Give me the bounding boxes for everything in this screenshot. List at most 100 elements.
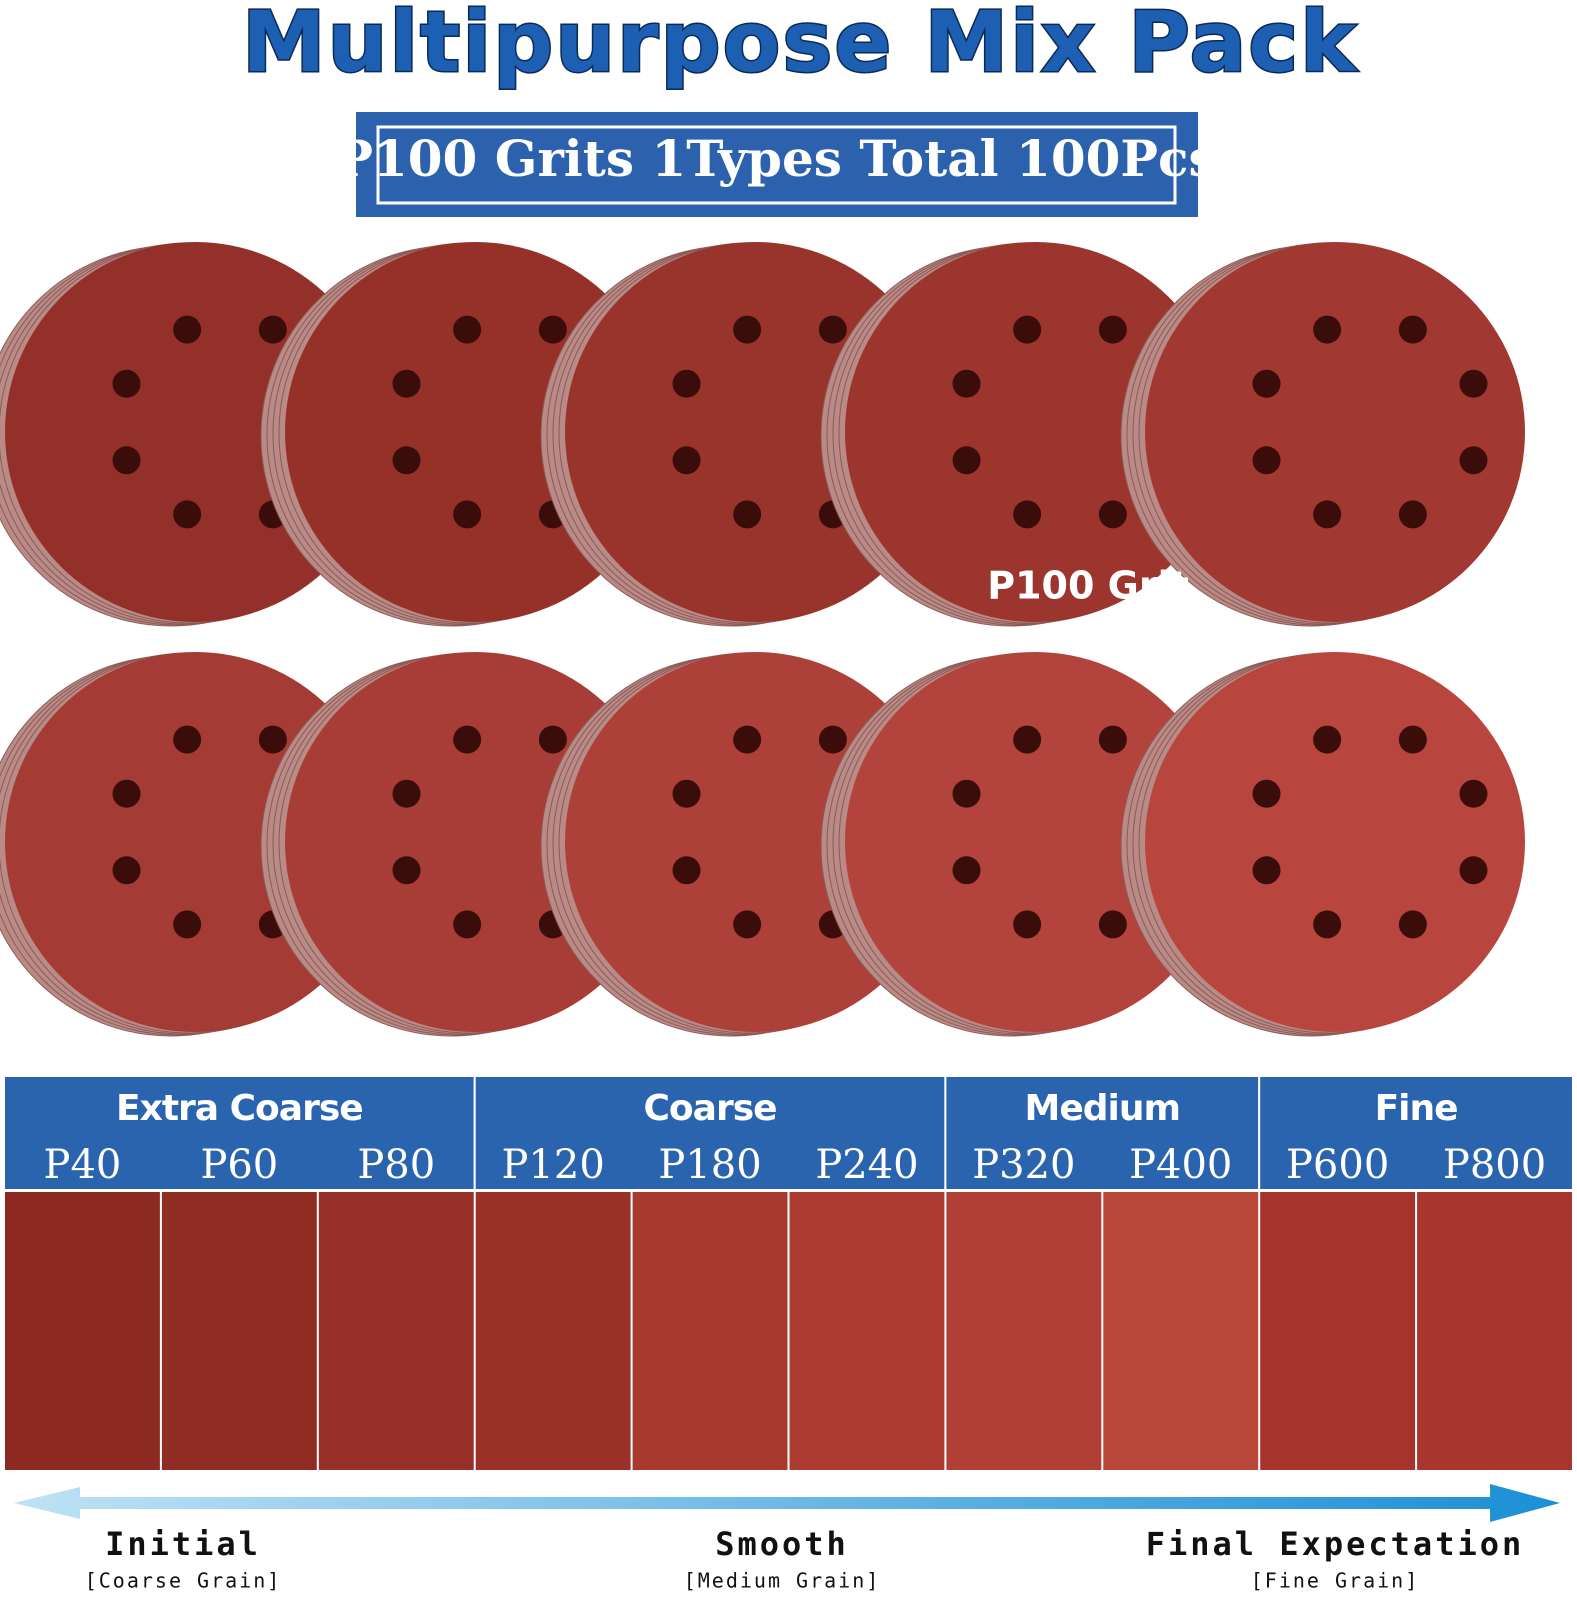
disc-hole — [1459, 856, 1488, 885]
group-name: Extra Coarse — [116, 1088, 363, 1129]
badge-text: P100 Grits 1Types Total 100Pcs — [335, 129, 1216, 188]
progress-labels: Initial [Coarse Grain] Smooth [Medium Grain… — [85, 1525, 1525, 1593]
grit-label: P240 — [815, 1142, 918, 1188]
disc-hole — [392, 856, 421, 885]
disc-hole — [1098, 315, 1127, 344]
progress-label: Smooth — [715, 1525, 849, 1563]
disc-hole — [1013, 500, 1042, 529]
group-header — [3, 1075, 476, 1191]
sanding-disc — [1120, 652, 1525, 1037]
grit-swatch — [5, 1192, 160, 1470]
disc-face — [1145, 652, 1525, 1032]
sanding-disc — [1120, 242, 1525, 627]
grit-swatch — [475, 1192, 631, 1470]
progress-label: Initial — [105, 1525, 261, 1563]
progress-note: [Fine Grain] — [1251, 1569, 1420, 1593]
disc-hole — [952, 779, 981, 808]
grit-swatch — [1417, 1192, 1572, 1470]
disc-hole — [672, 856, 701, 885]
disc-hole — [1013, 725, 1042, 754]
grit-swatch — [318, 1192, 474, 1470]
disc-hole — [1013, 315, 1042, 344]
sanding-disc — [260, 242, 665, 627]
disc-hole — [733, 725, 762, 754]
grit-label: P800 — [1443, 1142, 1546, 1188]
disc-hole — [1098, 725, 1127, 754]
disc-hole — [818, 725, 847, 754]
disc-hole — [733, 315, 762, 344]
progress-label: Final Expectation — [1146, 1525, 1525, 1563]
disc-hole — [173, 910, 202, 939]
grit-label: P120 — [502, 1142, 605, 1188]
disc-hole — [952, 446, 981, 475]
disc-hole — [453, 500, 482, 529]
disc-hole — [173, 315, 202, 344]
group-name: Medium — [1025, 1088, 1181, 1129]
disc-grid — [0, 242, 1525, 1037]
grit-swatch — [946, 1192, 1102, 1470]
disc-hole — [733, 910, 762, 939]
disc-hole — [1398, 500, 1427, 529]
disc-hole — [1459, 446, 1488, 475]
disc-hole — [112, 446, 141, 475]
disc-hole — [112, 779, 141, 808]
disc-hole — [1398, 725, 1427, 754]
sanding-disc — [540, 242, 945, 627]
group-name: Coarse — [644, 1088, 777, 1129]
disc-hole — [112, 856, 141, 885]
grit-label: P60 — [200, 1142, 278, 1188]
disc-face — [845, 242, 1225, 622]
disc-hole — [1313, 315, 1342, 344]
disc-hole — [1252, 446, 1281, 475]
grit-label: P320 — [972, 1142, 1075, 1188]
grit-swatch — [1103, 1192, 1259, 1470]
grit-label: P40 — [44, 1142, 122, 1188]
sanding-disc — [260, 652, 665, 1037]
disc-hole — [1252, 856, 1281, 885]
grit-swatch — [1260, 1192, 1416, 1470]
disc-hole — [173, 725, 202, 754]
grit-swatch — [632, 1192, 788, 1470]
disc-hole — [453, 910, 482, 939]
grit-label: P180 — [658, 1142, 761, 1188]
disc-hole — [1098, 500, 1127, 529]
disc-hole — [1252, 369, 1281, 398]
sanding-disc — [820, 242, 1225, 627]
title: Multipurpose Mix Pack — [242, 0, 1358, 91]
disc-hole — [538, 315, 567, 344]
disc-hole — [453, 315, 482, 344]
disc-hole — [258, 725, 287, 754]
disc-hole — [733, 500, 762, 529]
disc-hole — [952, 856, 981, 885]
grit-swatch — [161, 1192, 317, 1470]
grit-table: Extra Coarse P40 P60 P80 Coarse P120 P180 P240 M… — [3, 1075, 1574, 1470]
disc-hole — [258, 315, 287, 344]
disc-hole — [453, 725, 482, 754]
disc-hole — [1398, 910, 1427, 939]
disc-hole — [392, 779, 421, 808]
badge-border — [376, 125, 1177, 205]
disc-hole — [1313, 910, 1342, 939]
badge-box — [356, 112, 1198, 217]
disc-hole — [1398, 315, 1427, 344]
grit-swatch — [789, 1192, 945, 1470]
disc-hole — [1459, 779, 1488, 808]
disc-hole — [538, 725, 567, 754]
disc-hole — [1098, 910, 1127, 939]
disc-hole — [1313, 725, 1342, 754]
disc-hole — [112, 369, 141, 398]
grit-label: P600 — [1286, 1142, 1389, 1188]
disc-hole — [672, 446, 701, 475]
disc-hole — [672, 369, 701, 398]
disc-hole — [392, 446, 421, 475]
disc-hole — [392, 369, 421, 398]
disc-hole — [672, 779, 701, 808]
grit-label: P400 — [1129, 1142, 1232, 1188]
sanding-disc — [820, 652, 1225, 1037]
disc-hole — [1252, 779, 1281, 808]
disc-hole — [818, 315, 847, 344]
disc-hole — [952, 369, 981, 398]
progress-note: [Medium Grain] — [684, 1569, 881, 1593]
disc-hole — [1013, 910, 1042, 939]
